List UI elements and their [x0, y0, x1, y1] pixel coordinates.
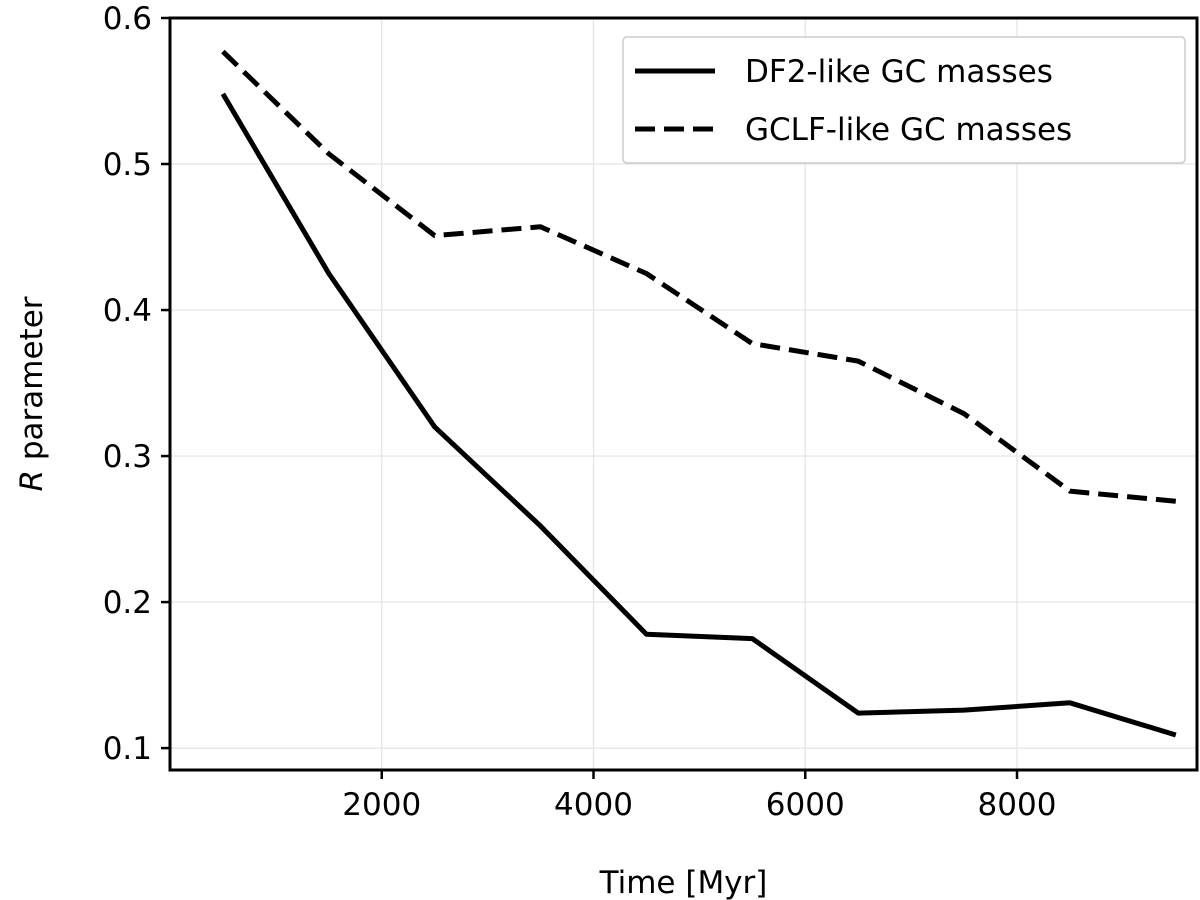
y-axis-label-rest: parameter	[14, 296, 50, 470]
y-tick-label-4: 0.5	[103, 147, 152, 183]
axis-ticks: 2000 4000 6000 8000 0.1 0.2 0.3 0.4 0.5 0.6	[103, 1, 1057, 823]
legend-box	[622, 36, 1186, 164]
x-tick-label-1: 4000	[554, 787, 633, 823]
series-line-0	[220, 92, 1177, 738]
y-tick-label-1: 0.2	[103, 585, 152, 621]
y-axis-label: R parameter	[14, 296, 50, 491]
x-tick-label-0: 2000	[342, 787, 421, 823]
y-axis-label-italic: R	[14, 470, 50, 492]
x-axis-label: Time [Myr]	[599, 865, 768, 900]
y-tick-label-3: 0.4	[103, 293, 152, 329]
legend: DF2-like GC masses GCLF-like GC masses	[622, 36, 1186, 164]
legend-label-1: GCLF-like GC masses	[745, 112, 1072, 148]
y-tick-label-5: 0.6	[103, 1, 152, 37]
series-layer	[220, 49, 1177, 738]
y-tick-label-2: 0.3	[103, 439, 152, 475]
plot-frame	[168, 16, 1199, 772]
legend-label-0: DF2-like GC masses	[745, 54, 1053, 90]
y-tick-label-0: 0.1	[103, 731, 152, 767]
x-tick-label-2: 6000	[766, 787, 845, 823]
x-tick-label-3: 8000	[978, 787, 1057, 823]
series-line-1	[221, 49, 1177, 504]
